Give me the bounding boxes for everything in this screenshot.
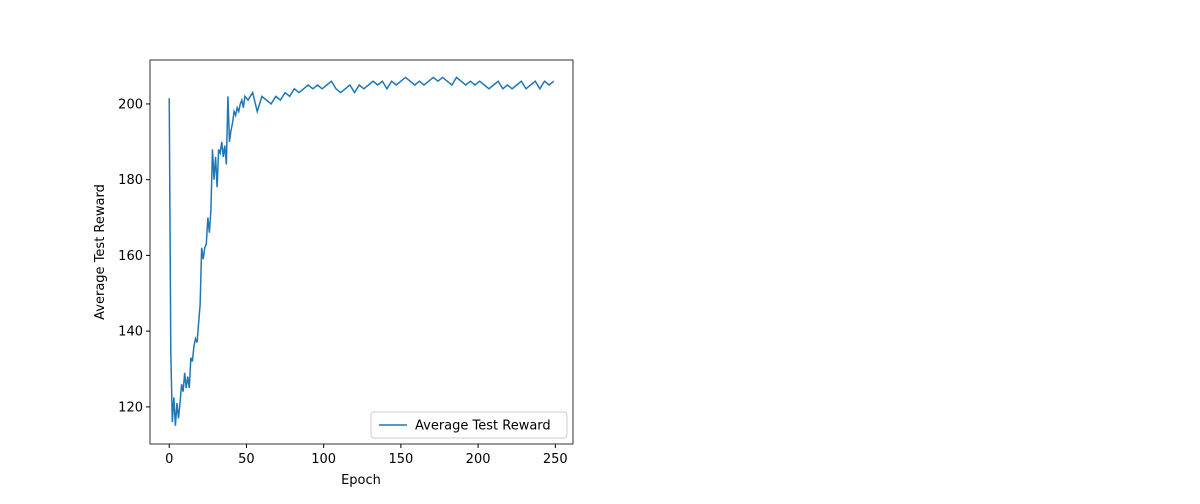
legend-box bbox=[370, 411, 568, 439]
y-axis-label: Average Test Reward bbox=[93, 184, 108, 320]
y-tick-label: 180 bbox=[118, 173, 143, 188]
x-tick-label: 50 bbox=[238, 452, 255, 467]
y-tick-label: 200 bbox=[118, 97, 143, 112]
line bbox=[168, 76, 555, 426]
x-axis-label: Epoch bbox=[341, 473, 381, 488]
x-tick-label: 100 bbox=[311, 452, 336, 467]
axes-frame bbox=[149, 59, 574, 445]
y-tick-label: 120 bbox=[118, 400, 143, 415]
x-tick-label: 150 bbox=[388, 452, 413, 467]
x-tick-label: 250 bbox=[543, 452, 568, 467]
x-tick-label: 200 bbox=[466, 452, 491, 467]
y-tick-label: 140 bbox=[118, 325, 143, 340]
x-tick-label: 0 bbox=[165, 452, 173, 467]
y-tick-label: 160 bbox=[118, 249, 143, 264]
legend-label: Average Test Reward bbox=[415, 419, 551, 434]
